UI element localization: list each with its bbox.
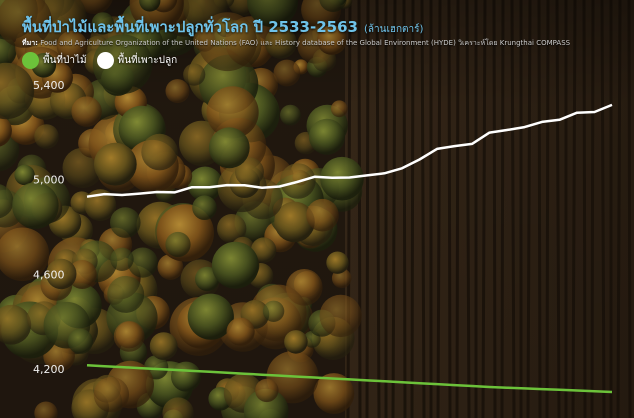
legend: พื้นที่ป่าไม้ พื้นที่เพาะปลูก	[22, 52, 177, 69]
legend-label-cropland: พื้นที่เพาะปลูก	[117, 55, 178, 66]
legend-label-forest: พื้นที่ป่าไม้	[43, 55, 87, 66]
legend-item-forest: พื้นที่ป่าไม้	[22, 52, 87, 69]
chart-title: พื้นที่ป่าไม้และพื้นที่เพาะปลูกทั่วโลก ป…	[22, 15, 423, 39]
series-line-cropland	[86, 103, 613, 198]
legend-item-cropland: พื้นที่เพาะปลูก	[96, 52, 178, 69]
y-tick-label: 5,400	[33, 79, 65, 92]
series-line-forest	[86, 363, 613, 394]
y-tick-label: 5,000	[33, 174, 65, 187]
source-note: ที่มา: Food and Agriculture Organization…	[22, 38, 622, 49]
y-tick-label: 4,200	[33, 363, 65, 376]
chart-title-text: พื้นที่ป่าไม้และพื้นที่เพาะปลูกทั่วโลก ป…	[22, 18, 358, 36]
y-axis-ticks: 4,200 4,600 5,000 5,400	[33, 79, 65, 376]
source-text: Food and Agriculture Organization of the…	[40, 39, 571, 47]
y-tick-label: 4,600	[33, 268, 65, 281]
source-label: ที่มา:	[22, 39, 38, 47]
legend-swatch-cropland	[96, 52, 114, 69]
chart-unit: (ล้านเฮกตาร์)	[363, 24, 424, 35]
legend-swatch-forest	[22, 52, 39, 69]
